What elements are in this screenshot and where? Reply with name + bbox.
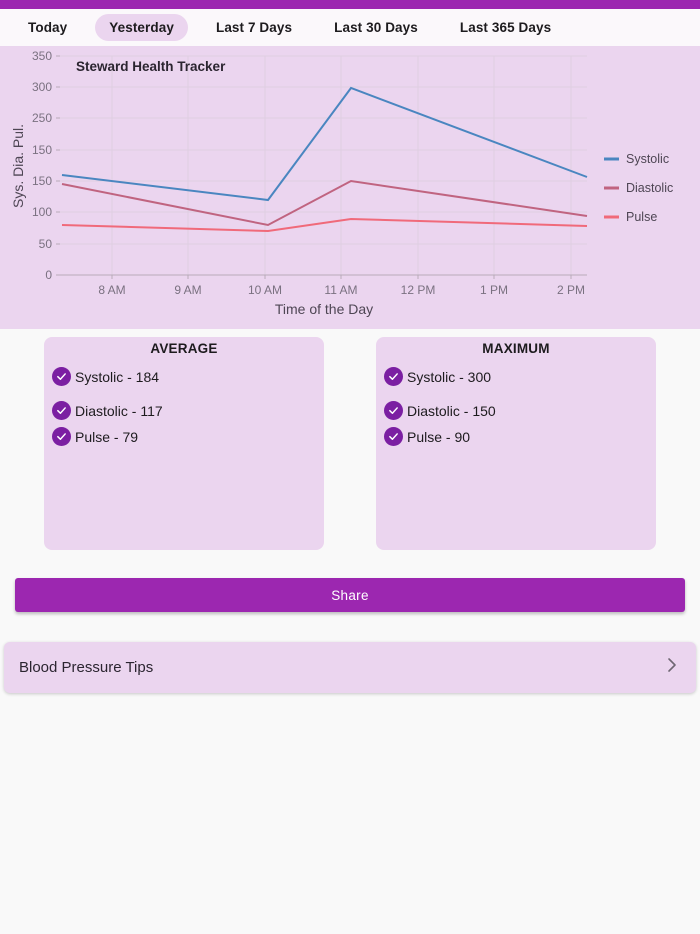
tab-last-30-days[interactable]: Last 30 Days xyxy=(334,20,418,35)
x-tick: 9 AM xyxy=(174,283,201,297)
x-tick: 10 AM xyxy=(248,283,282,297)
x-tick: 11 AM xyxy=(324,283,357,297)
tab-today[interactable]: Today xyxy=(28,20,68,35)
y-axis-title: Sys. Dia. Pul. xyxy=(10,124,26,208)
y-tick: 150 xyxy=(32,143,52,157)
y-tick: 250 xyxy=(32,111,52,125)
y-tick: 350 xyxy=(32,49,52,63)
y-tick: 300 xyxy=(32,80,52,94)
x-tick: 2 PM xyxy=(557,283,585,297)
series-diastolic xyxy=(61,179,588,227)
chart-grid xyxy=(59,55,587,275)
y-tick: 50 xyxy=(39,237,53,251)
average-title: AVERAGE xyxy=(150,341,218,356)
chart-title: Steward Health Tracker xyxy=(76,59,226,74)
series-systolic xyxy=(61,86,588,202)
y-tick: 0 xyxy=(45,268,52,282)
chart-legend: Systolic Diastolic Pulse xyxy=(604,152,673,224)
x-tick: 8 AM xyxy=(98,283,125,297)
blood-pressure-tips-item[interactable]: Blood Pressure Tips xyxy=(4,642,696,693)
legend-diastolic: Diastolic xyxy=(626,181,673,195)
check-circle-icon xyxy=(52,427,71,446)
legend-systolic: Systolic xyxy=(626,152,669,166)
x-tick: 1 PM xyxy=(480,283,508,297)
share-button[interactable]: Share xyxy=(15,578,685,612)
chevron-right-icon xyxy=(666,657,678,678)
check-circle-icon xyxy=(384,401,403,420)
maximum-systolic: Systolic - 300 xyxy=(384,367,491,386)
legend-pulse: Pulse xyxy=(626,210,657,224)
check-circle-icon xyxy=(52,401,71,420)
x-axis-title: Time of the Day xyxy=(275,301,373,317)
tab-last-7-days[interactable]: Last 7 Days xyxy=(215,20,293,35)
tab-last-365-days[interactable]: Last 365 Days xyxy=(459,20,552,35)
check-circle-icon xyxy=(384,367,403,386)
average-card: AVERAGE Systolic - 184 Diastolic - 117 P… xyxy=(44,337,324,550)
y-tick: 100 xyxy=(32,205,52,219)
check-circle-icon xyxy=(384,427,403,446)
x-tick: 12 PM xyxy=(401,283,436,297)
average-diastolic: Diastolic - 117 xyxy=(52,401,163,420)
check-circle-icon xyxy=(52,367,71,386)
tab-yesterday[interactable]: Yesterday xyxy=(95,14,188,41)
maximum-pulse: Pulse - 90 xyxy=(384,427,470,446)
maximum-card: MAXIMUM Systolic - 300 Diastolic - 150 P… xyxy=(376,337,656,550)
period-tabs: Today Yesterday Last 7 Days Last 30 Days… xyxy=(0,9,700,47)
line-chart: 0 50 100 150 150 250 300 350 8 AM 9 AM 1… xyxy=(0,47,700,329)
y-tick: 150 xyxy=(32,174,52,188)
series-pulse xyxy=(61,217,588,233)
tips-label: Blood Pressure Tips xyxy=(19,659,154,676)
top-app-bar xyxy=(0,0,700,9)
maximum-title: MAXIMUM xyxy=(482,341,550,356)
average-pulse: Pulse - 79 xyxy=(52,427,138,446)
maximum-diastolic: Diastolic - 150 xyxy=(384,401,496,420)
average-systolic: Systolic - 184 xyxy=(52,367,159,386)
